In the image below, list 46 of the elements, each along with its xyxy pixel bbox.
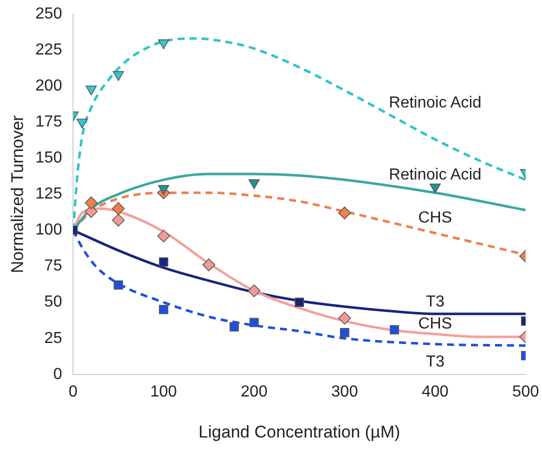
- point: [230, 322, 239, 332]
- point: [158, 185, 170, 195]
- point: [249, 318, 259, 328]
- series-label: Retinoic Acid: [388, 94, 482, 112]
- y-tick-label: 100: [35, 222, 62, 239]
- y-tick-label: 25: [44, 330, 62, 347]
- point: [112, 202, 125, 216]
- point: [430, 184, 441, 194]
- y-axis-title: Normalized Turnover: [8, 114, 27, 274]
- y-tick-label: 0: [53, 366, 62, 383]
- point: [76, 118, 88, 129]
- y-tick-label: 125: [35, 186, 62, 203]
- series-label: CHS: [418, 315, 452, 332]
- y-tick-label: 175: [35, 114, 62, 131]
- point: [158, 304, 168, 314]
- point: [158, 39, 170, 50]
- x-tick-label: 400: [422, 383, 449, 400]
- point: [338, 206, 352, 220]
- x-tick-label: 500: [512, 383, 540, 400]
- x-tick-label: 0: [68, 383, 78, 400]
- y-tick-label: 150: [35, 150, 62, 167]
- point: [112, 214, 125, 227]
- point: [338, 312, 352, 325]
- series-label: T3: [426, 294, 445, 311]
- series-label: T3: [426, 354, 445, 371]
- y-tick-label: 225: [35, 41, 62, 58]
- point: [112, 71, 124, 81]
- point: [84, 196, 98, 210]
- x-axis-title: Ligand Concentration (µM): [198, 422, 400, 442]
- y-tick-label: 250: [35, 5, 62, 22]
- point: [202, 258, 216, 272]
- point: [340, 328, 350, 338]
- series-label: Retinoic Acid: [388, 166, 482, 184]
- x-tick-label: 300: [331, 383, 358, 400]
- point: [86, 86, 97, 96]
- series-label: CHS: [418, 209, 452, 226]
- point: [157, 230, 170, 242]
- y-tick-label: 50: [44, 294, 62, 311]
- x-tick-label: 200: [240, 383, 268, 400]
- point: [248, 179, 260, 190]
- point: [114, 280, 123, 290]
- y-tick-label: 75: [44, 258, 62, 275]
- point: [248, 284, 261, 298]
- x-tick-label: 100: [150, 383, 178, 400]
- point: [390, 325, 400, 334]
- y-tick-label: 200: [35, 77, 62, 94]
